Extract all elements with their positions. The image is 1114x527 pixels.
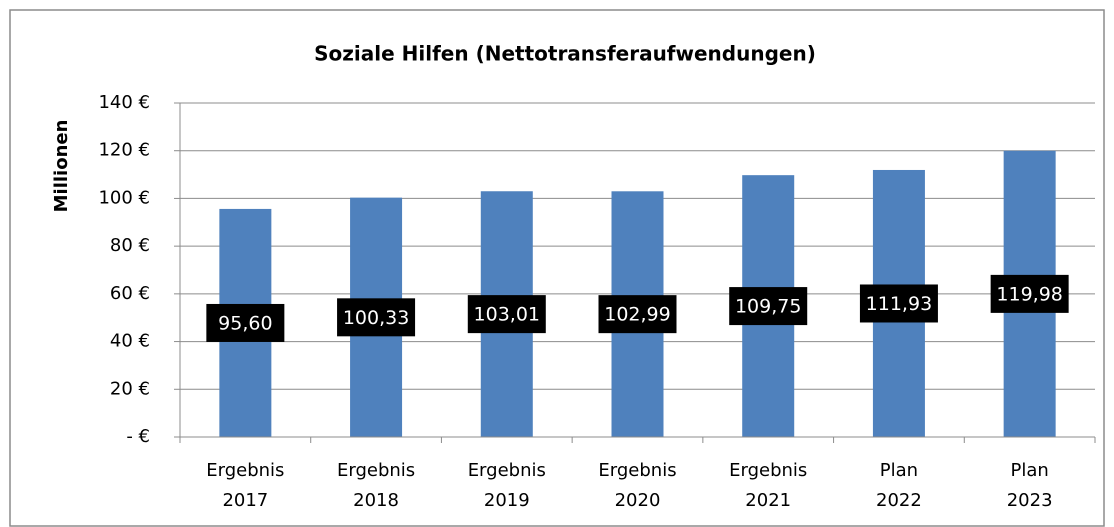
x-tick-label: Ergebnis 2019 [468,460,546,511]
value-label-box [598,295,677,334]
x-tick-label-line: Plan [880,460,918,481]
x-tick-label: Ergebnis 2017 [206,460,284,511]
value-label: 102,99 [604,304,670,326]
value-label-box [206,303,285,342]
x-tick-label-line: 2021 [745,490,791,511]
value-label: 95,60 [218,312,272,334]
value-label: 119,98 [996,283,1062,305]
value-label: 103,01 [474,304,540,326]
x-tick-label-line: 2022 [876,490,922,511]
x-tick-label-line: Ergebnis [729,460,807,481]
x-tick-label-line: Ergebnis [598,460,676,481]
x-tick-label-line: Ergebnis [468,460,546,481]
value-label-box [859,284,938,323]
y-tick-label: 80 € [110,235,150,256]
y-tick-label: 40 € [110,331,150,352]
y-tick-label: 100 € [98,187,150,208]
y-tick-label: 120 € [98,140,150,161]
value-label: 100,33 [343,307,409,329]
x-tick-label: Ergebnis 2021 [729,460,807,511]
x-tick-label: Plan 2022 [876,460,922,511]
x-tick-label-line: 2019 [484,490,530,511]
x-tick-label-line: Ergebnis [337,460,415,481]
x-tick-label-line: 2023 [1007,490,1053,511]
value-label: 111,93 [866,293,932,315]
x-tick-label: Plan 2023 [1007,460,1053,511]
chart-border [9,9,1105,527]
value-label: 109,75 [735,296,801,318]
value-label-box [729,287,808,326]
y-tick-label: 20 € [110,378,150,399]
x-tick-label: Ergebnis 2018 [337,460,415,511]
y-tick-label: 60 € [110,283,150,304]
x-tick-label-line: 2018 [353,490,399,511]
x-tick-label: Ergebnis 2020 [598,460,676,511]
chart-title: Soziale Hilfen (Nettotransferaufwendunge… [314,42,816,66]
x-tick-label-line: Ergebnis [206,460,284,481]
value-label-box [990,274,1069,313]
value-label-box [337,298,416,337]
y-tick-label: 140 € [98,92,150,113]
x-tick-label-line: 2020 [615,490,661,511]
value-label-box [467,295,546,334]
x-tick-label-line: 2017 [222,490,268,511]
x-tick-label-line: Plan [1010,460,1048,481]
y-tick-label: - € [126,426,150,447]
y-axis-label: Millionen [51,120,72,213]
